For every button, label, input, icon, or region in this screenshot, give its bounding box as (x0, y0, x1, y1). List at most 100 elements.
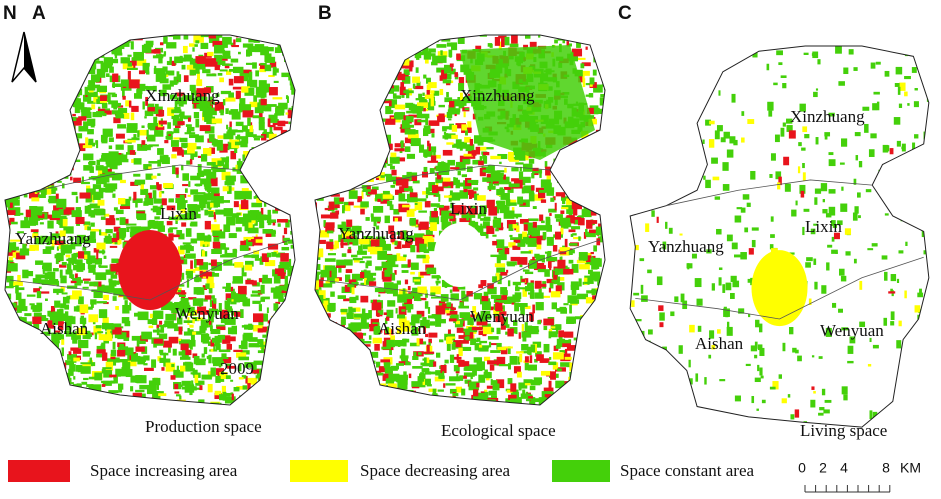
land-patch (554, 398, 564, 405)
land-patch (569, 304, 572, 314)
land-patch (326, 133, 332, 143)
land-patch (456, 182, 465, 187)
land-patch (496, 356, 506, 366)
land-patch (6, 396, 17, 403)
land-patch (200, 42, 209, 49)
land-patch (262, 35, 266, 36)
land-patch (93, 290, 103, 299)
land-patch (242, 334, 247, 343)
land-patch (27, 368, 33, 377)
land-patch (606, 282, 612, 285)
land-patch (317, 380, 322, 386)
land-patch (459, 302, 464, 307)
land-patch (42, 385, 51, 389)
land-patch (276, 35, 285, 38)
land-patch (217, 378, 225, 382)
land-patch (10, 195, 19, 203)
land-patch (161, 367, 165, 371)
land-patch (602, 268, 605, 273)
land-patch (543, 408, 551, 414)
land-patch (486, 147, 494, 150)
land-patch (482, 221, 490, 229)
land-patch (163, 340, 172, 348)
land-patch (58, 104, 65, 113)
land-patch (181, 64, 186, 70)
land-patch (170, 375, 176, 380)
land-patch (601, 197, 605, 201)
land-patch (597, 236, 604, 243)
land-patch (524, 362, 529, 371)
land-patch (394, 217, 399, 222)
land-patch (440, 50, 443, 56)
land-patch (507, 187, 514, 193)
land-patch (117, 162, 120, 166)
land-patch (73, 177, 82, 183)
land-patch (31, 103, 37, 108)
land-patch (182, 45, 188, 54)
land-patch (214, 101, 225, 111)
land-patch (266, 330, 269, 336)
land-patch (403, 254, 407, 258)
land-patch (551, 280, 560, 283)
land-patch (19, 378, 29, 387)
land-patch (266, 219, 277, 224)
land-patch (222, 164, 229, 170)
land-patch (353, 379, 357, 385)
land-patch (15, 387, 22, 396)
land-patch (160, 325, 165, 333)
land-patch (18, 124, 27, 133)
land-patch (234, 146, 238, 154)
land-patch (559, 217, 571, 226)
land-patch (212, 241, 221, 249)
land-patch (287, 371, 294, 376)
land-patch (211, 158, 222, 168)
land-patch (486, 225, 495, 234)
land-patch (154, 216, 160, 220)
land-patch (321, 406, 327, 414)
land-patch (98, 309, 108, 319)
land-patch (63, 400, 71, 404)
land-patch (364, 313, 370, 320)
land-patch (429, 217, 434, 222)
land-patch (333, 197, 340, 205)
land-patch (458, 319, 464, 324)
land-patch (300, 55, 311, 62)
land-patch (389, 283, 399, 288)
land-patch (260, 85, 270, 93)
land-patch (13, 281, 23, 286)
land-patch (143, 201, 149, 206)
land-patch (102, 367, 112, 370)
land-patch (241, 272, 247, 277)
land-patch (20, 220, 31, 229)
land-patch (195, 382, 201, 386)
land-patch (20, 182, 25, 191)
land-patch (53, 166, 65, 176)
land-patch (551, 167, 558, 171)
land-patch (416, 54, 420, 60)
land-patch (528, 192, 535, 202)
land-patch (81, 111, 92, 118)
land-patch (273, 354, 283, 360)
land-patch (428, 48, 436, 53)
land-patch (563, 303, 569, 306)
land-patch (504, 167, 507, 173)
land-patch (344, 238, 356, 243)
land-patch (5, 332, 12, 341)
land-patch (404, 186, 413, 192)
land-patch (285, 133, 288, 142)
land-patch (297, 357, 306, 363)
land-patch (275, 301, 281, 305)
land-patch (433, 90, 440, 96)
land-patch (144, 197, 154, 206)
land-patch (5, 379, 8, 383)
land-patch (391, 392, 397, 400)
land-patch (560, 170, 571, 174)
land-patch (496, 255, 501, 264)
land-patch (38, 280, 41, 284)
land-patch (263, 145, 270, 148)
land-patch (80, 312, 85, 315)
land-patch (161, 304, 172, 310)
land-patch (283, 393, 292, 403)
land-patch (402, 338, 407, 347)
land-patch (149, 185, 157, 190)
